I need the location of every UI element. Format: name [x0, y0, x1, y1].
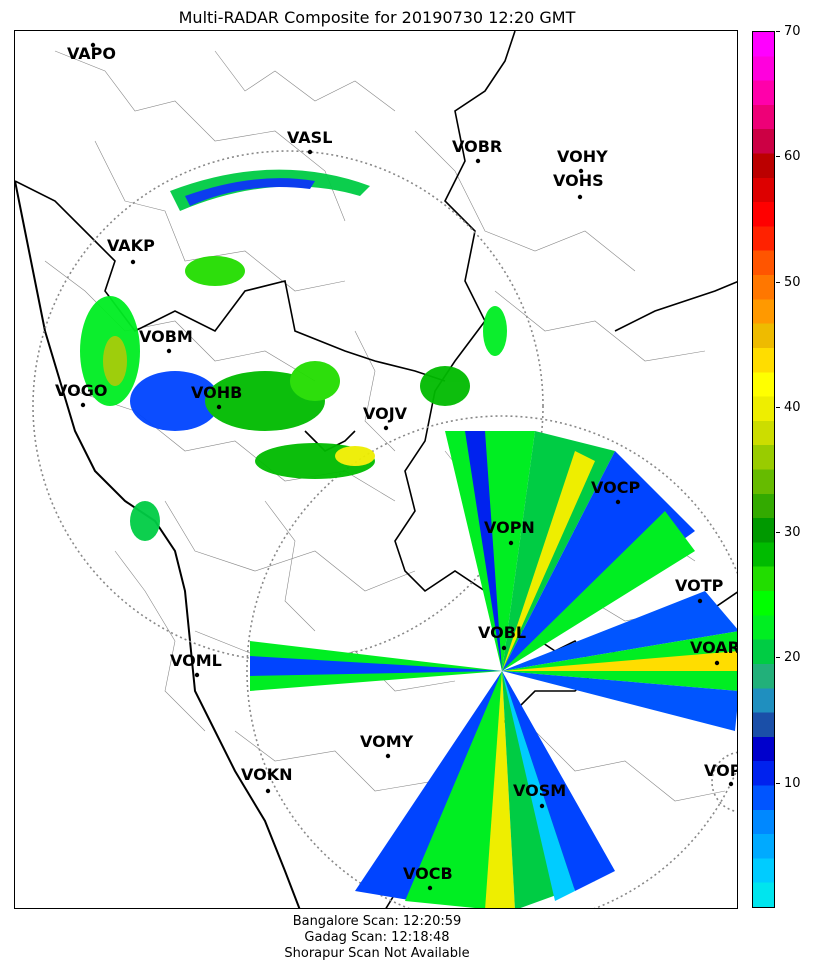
station-marker-vohy[interactable] [578, 168, 584, 174]
station-label-voar: VOAR [690, 638, 738, 657]
station-marker-vogo[interactable] [80, 402, 86, 408]
station-marker-vopn[interactable] [508, 540, 514, 546]
station-label-vohy: VOHY [557, 147, 608, 166]
station-marker-vomy[interactable] [385, 753, 391, 759]
station-marker-votp[interactable] [697, 598, 703, 604]
colorbar-tick [776, 782, 780, 784]
bangalore-radar-sector [250, 431, 737, 908]
shorapur-scan-status: Shorapur Scan Not Available [284, 946, 470, 961]
station-label-vobr: VOBR [452, 137, 502, 156]
station-marker-vopc[interactable] [728, 781, 734, 787]
station-label-vocb: VOCB [403, 864, 453, 883]
station-marker-vobm[interactable] [166, 348, 172, 354]
station-marker-vobr[interactable] [475, 158, 481, 164]
station-label-vosm: VOSM [513, 781, 566, 800]
station-label-vocp: VOCP [591, 478, 640, 497]
station-label-vopn: VOPN [484, 518, 535, 537]
station-label-vapo: VAPO [67, 44, 116, 63]
colorbar-tick-label: 70 [784, 24, 801, 39]
station-marker-vojv[interactable] [383, 425, 389, 431]
station-label-voml: VOML [170, 651, 222, 670]
station-label-vohb: VOHB [191, 383, 242, 402]
scan-info-footer: Bangalore Scan: 12:20:59 Gadag Scan: 12:… [0, 914, 754, 962]
colorbar-tick-label: 50 [784, 274, 801, 290]
station-label-vakp: VAKP [107, 236, 155, 255]
station-label-vojv: VOJV [363, 404, 408, 423]
station-label-vohs: VOHS [553, 171, 604, 190]
colorbar-tick [776, 156, 780, 158]
station-marker-vocp[interactable] [615, 499, 621, 505]
station-marker-vapo[interactable] [90, 42, 96, 48]
station-label-vopc: VOPC [704, 761, 738, 780]
station-marker-voar[interactable] [714, 660, 720, 666]
coastline [15, 180, 301, 908]
colorbar-tick-label: 30 [784, 525, 801, 541]
district-boundaries [44, 50, 726, 822]
radar-echoes [80, 169, 507, 541]
colorbar-tick [776, 31, 780, 32]
map-panel[interactable]: VAPO VASL VOBR VOHY VOHS VAKP VOBM VOGO VOHB VOJV… [14, 30, 738, 909]
colorbar-tick-label: 60 [784, 149, 801, 165]
station-marker-vasl[interactable] [307, 149, 313, 155]
reflectivity-colorbar [752, 31, 775, 908]
colorbar-tick [776, 281, 780, 283]
station-marker-vohb[interactable] [216, 404, 222, 410]
colorbar-tick-label: 40 [784, 399, 801, 415]
station-marker-vosm[interactable] [539, 803, 545, 809]
bangalore-scan-time: Bangalore Scan: 12:20:59 [292, 914, 462, 929]
colorbar-tick-label: 10 [784, 775, 801, 791]
station-label-vomy: VOMY [360, 732, 414, 751]
station-marker-vobl[interactable] [501, 645, 507, 651]
station-marker-vohs[interactable] [577, 194, 583, 200]
colorbar-tick-label: 20 [784, 650, 801, 666]
station-label-vobm: VOBM [139, 327, 193, 346]
gadag-scan-time: Gadag Scan: 12:18:48 [304, 930, 450, 945]
colorbar-tick [776, 532, 780, 534]
station-label-vokn: VOKN [241, 765, 293, 784]
station-marker-vokn[interactable] [265, 788, 271, 794]
station-marker-voml[interactable] [194, 672, 200, 678]
station-label-vobl: VOBL [478, 623, 526, 642]
colorbar-tick [776, 657, 780, 659]
station-label-vogo: VOGO [55, 381, 107, 400]
station-markers: VAPO VASL VOBR VOHY VOHS VAKP VOBM VOGO VOHB VOJV… [55, 42, 738, 891]
station-marker-vocb[interactable] [427, 885, 433, 891]
station-label-votp: VOTP [675, 576, 724, 595]
station-marker-vakp[interactable] [130, 259, 136, 265]
station-label-vasl: VASL [287, 128, 332, 147]
map-title: Multi-RADAR Composite for 20190730 12:20… [178, 8, 576, 27]
colorbar-tick [776, 406, 780, 408]
radar-map: VAPO VASL VOBR VOHY VOHS VAKP VOBM VOGO VOHB VOJV… [15, 31, 738, 908]
